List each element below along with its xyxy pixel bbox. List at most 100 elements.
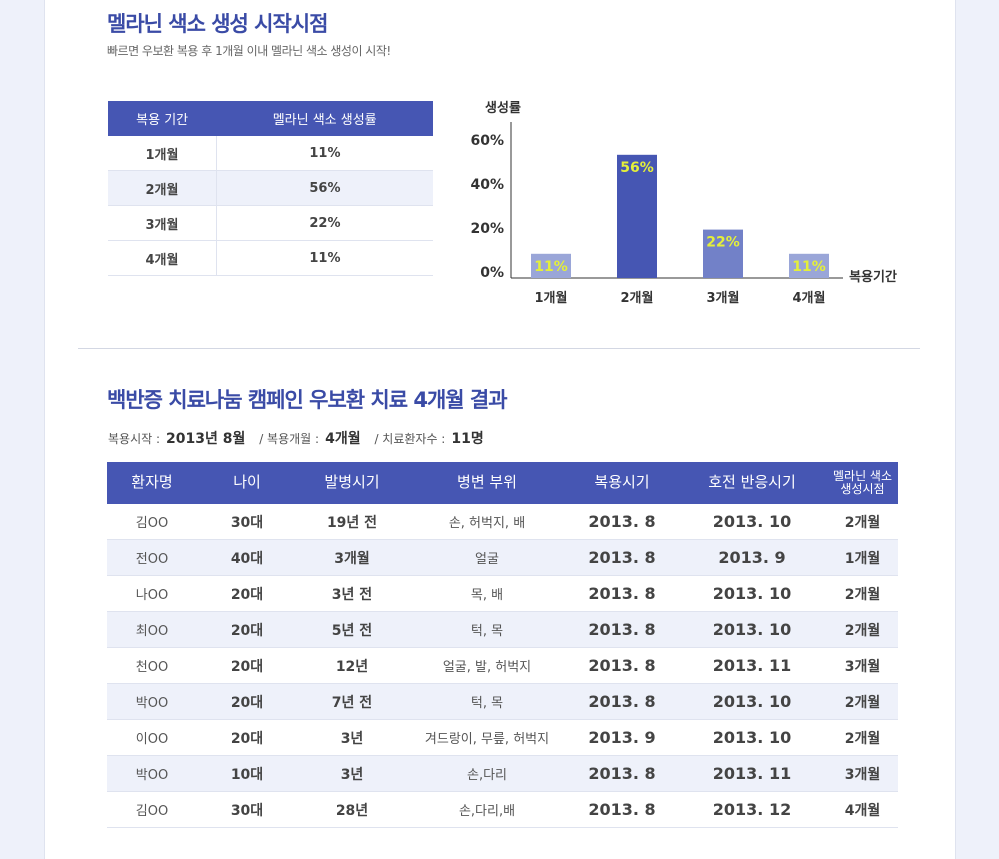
header-rate: 멜라닌 색소 생성률: [216, 101, 433, 136]
lesion-cell: 턱, 목: [407, 683, 567, 720]
onset-cell: 3년: [297, 755, 407, 792]
lesion-cell: 손,다리: [407, 755, 567, 792]
section-subtitle: 빠르면 우보환 복용 후 1개월 이내 멜라닌 색소 생성이 시작!: [107, 44, 391, 58]
months-label: / 복용개월 :: [259, 432, 320, 446]
y-tick-label: 40%: [470, 177, 504, 193]
dosing-cell: 2013. 8: [567, 791, 677, 828]
bar: [789, 253, 829, 278]
melanin-onset-cell: 2개월: [827, 504, 898, 540]
table-row: 박OO 10대 3년 손,다리 2013. 8 2013. 11 3개월: [107, 755, 898, 792]
melanin-onset-cell: 2개월: [827, 719, 898, 756]
patients-value: 11명: [451, 431, 484, 447]
patient-cell: 천OO: [107, 647, 197, 684]
bar-value-label: 11%: [792, 259, 826, 275]
age-cell: 10대: [197, 755, 297, 792]
bar-value-label: 56%: [620, 160, 654, 176]
rate-cell: 11%: [216, 240, 433, 276]
lesion-cell: 얼굴, 발, 허벅지: [407, 647, 567, 684]
table-header-row: 환자명 나이 발병시기 병변 부위 복용시기 호전 반응시기 멜라닌 색소 생성…: [107, 462, 898, 504]
age-cell: 20대: [197, 611, 297, 648]
lesion-cell: 턱, 목: [407, 611, 567, 648]
improvement-cell: 2013. 10: [677, 575, 827, 612]
dosing-cell: 2013. 8: [567, 647, 677, 684]
rate-cell: 11%: [216, 136, 433, 171]
results-title: 백반증 치료나눔 캠페인 우보환 치료 4개월 결과: [107, 388, 508, 412]
age-cell: 20대: [197, 683, 297, 720]
x-tick-label: 3개월: [707, 290, 740, 306]
header-age: 나이: [197, 462, 297, 504]
age-cell: 20대: [197, 647, 297, 684]
patient-cell: 박OO: [107, 683, 197, 720]
patient-cell: 김OO: [107, 791, 197, 828]
y-tick-label: 60%: [470, 133, 504, 149]
x-tick-label: 2개월: [621, 290, 654, 306]
table-row: 김OO 30대 28년 손,다리,배 2013. 8 2013. 12 4개월: [107, 791, 898, 828]
dosing-cell: 2013. 8: [567, 539, 677, 576]
bar: [617, 154, 657, 278]
melanin-onset-cell: 2개월: [827, 611, 898, 648]
improvement-cell: 2013. 10: [677, 719, 827, 756]
header-onset: 발병시기: [297, 462, 407, 504]
patient-cell: 전OO: [107, 539, 197, 576]
rate-cell: 22%: [216, 205, 433, 241]
campaign-info: 복용시작 : 2013년 8월 / 복용개월 : 4개월 / 치료환자수 : 11명: [108, 428, 494, 448]
x-tick-label: 4개월: [793, 290, 826, 306]
period-cell: 3개월: [108, 205, 217, 241]
dosing-cell: 2013. 9: [567, 719, 677, 756]
improvement-cell: 2013. 11: [677, 755, 827, 792]
dosing-cell: 2013. 8: [567, 575, 677, 612]
onset-cell: 3개월: [297, 539, 407, 576]
table-row: 2개월 56%: [108, 170, 433, 206]
patient-cell: 이OO: [107, 719, 197, 756]
y-axis-label: 생성률: [485, 101, 521, 116]
age-cell: 30대: [197, 504, 297, 540]
improvement-cell: 2013. 10: [677, 683, 827, 720]
header-period: 복용 기간: [108, 101, 217, 136]
melanin-rate-table: 복용 기간 멜라닌 색소 생성률 1개월 11% 2개월 56% 3개월 22%…: [108, 101, 433, 276]
patient-cell: 나OO: [107, 575, 197, 612]
table-row: 이OO 20대 3년 겨드랑이, 무릎, 허벅지 2013. 9 2013. 10 2개월: [107, 719, 898, 756]
table-row: 4개월 11%: [108, 240, 433, 276]
onset-cell: 28년: [297, 791, 407, 828]
lesion-cell: 겨드랑이, 무릎, 허벅지: [407, 719, 567, 756]
header-patient: 환자명: [107, 462, 197, 504]
table-header-row: 복용 기간 멜라닌 색소 생성률: [108, 101, 433, 136]
onset-cell: 19년 전: [297, 504, 407, 540]
table-row: 나OO 20대 3년 전 목, 배 2013. 8 2013. 10 2개월: [107, 575, 898, 612]
improvement-cell: 2013. 12: [677, 791, 827, 828]
onset-cell: 12년: [297, 647, 407, 684]
lesion-cell: 얼굴: [407, 539, 567, 576]
rate-cell: 56%: [216, 170, 433, 206]
bar-value-label: 11%: [534, 259, 568, 275]
period-cell: 4개월: [108, 240, 217, 276]
age-cell: 20대: [197, 719, 297, 756]
melanin-onset-cell: 4개월: [827, 791, 898, 828]
melanin-bar-chart: 생성률 복용기간 0% 20% 40% 60% 11% 1개월 56% 2개월 22% 3개월 11…: [470, 101, 896, 306]
patients-label: / 치료환자수 :: [374, 432, 446, 446]
table-row: 천OO 20대 12년 얼굴, 발, 허벅지 2013. 8 2013. 11 3개월: [107, 647, 898, 684]
dosing-cell: 2013. 8: [567, 611, 677, 648]
section-title: 멜라닌 색소 생성 시작시점: [107, 12, 328, 36]
lesion-cell: 손, 허벅지, 배: [407, 504, 567, 540]
onset-cell: 3년: [297, 719, 407, 756]
dosing-cell: 2013. 8: [567, 755, 677, 792]
table-row: 최OO 20대 5년 전 턱, 목 2013. 8 2013. 10 2개월: [107, 611, 898, 648]
y-tick-label: 20%: [470, 221, 504, 237]
start-label: 복용시작 :: [108, 432, 161, 446]
results-table: 환자명 나이 발병시기 병변 부위 복용시기 호전 반응시기 멜라닌 색소 생성…: [107, 462, 898, 828]
melanin-onset-cell: 2개월: [827, 575, 898, 612]
patient-cell: 김OO: [107, 504, 197, 540]
age-cell: 20대: [197, 575, 297, 612]
header-lesion: 병변 부위: [407, 462, 567, 504]
bar: [531, 253, 571, 278]
melanin-onset-cell: 3개월: [827, 755, 898, 792]
onset-cell: 3년 전: [297, 575, 407, 612]
period-cell: 1개월: [108, 136, 217, 171]
onset-cell: 5년 전: [297, 611, 407, 648]
improvement-cell: 2013. 10: [677, 611, 827, 648]
patient-cell: 최OO: [107, 611, 197, 648]
bar-value-label: 22%: [706, 235, 740, 251]
dosing-cell: 2013. 8: [567, 504, 677, 540]
bar: [703, 229, 743, 278]
start-value: 2013년 8월: [166, 431, 246, 447]
